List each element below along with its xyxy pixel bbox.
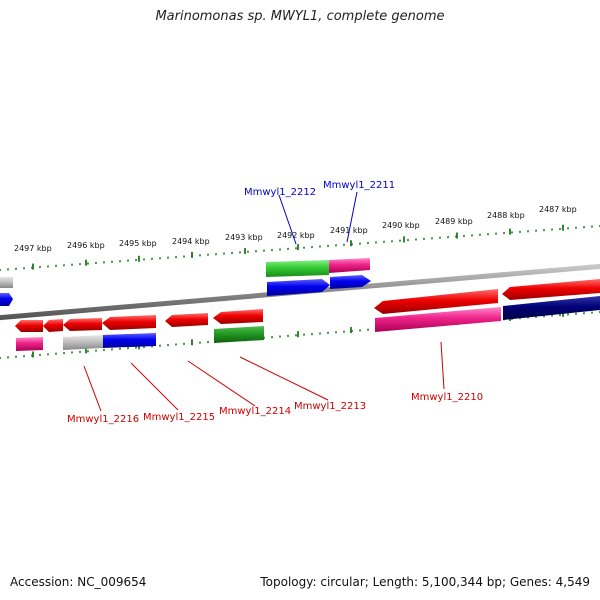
tick-label: 2494 kbp xyxy=(172,237,210,246)
gene-feature[interactable] xyxy=(329,258,370,273)
tick-label: 2489 kbp xyxy=(435,217,473,226)
gene-label[interactable]: Mmwyl1_2211 xyxy=(323,180,395,191)
gene-feature[interactable] xyxy=(0,277,13,288)
gene-feature[interactable] xyxy=(103,333,156,348)
tick-label: 2487 kbp xyxy=(539,205,577,214)
gene-feature[interactable] xyxy=(102,315,156,330)
gene-label[interactable]: Mmwyl1_2212 xyxy=(244,187,316,198)
tick-label: 2497 kbp xyxy=(14,244,52,253)
gene-feature[interactable] xyxy=(503,296,600,320)
gene-feature[interactable] xyxy=(63,318,102,331)
gene-feature[interactable] xyxy=(213,309,263,324)
tick-label: 2490 kbp xyxy=(382,221,420,230)
forward-genes xyxy=(0,258,371,306)
gene-label[interactable]: Mmwyl1_2216 xyxy=(67,414,139,425)
gene-label[interactable]: Mmwyl1_2214 xyxy=(219,406,291,417)
gene-feature[interactable] xyxy=(15,320,43,332)
tick-label: 2492 kbp xyxy=(277,231,315,240)
tick-label: 2496 kbp xyxy=(67,241,105,250)
gene-feature[interactable] xyxy=(374,289,498,314)
genome-summary: Topology: circular; Length: 5,100,344 bp… xyxy=(260,575,590,589)
gene-feature[interactable] xyxy=(63,335,103,350)
tick-label: 2493 kbp xyxy=(225,233,263,242)
tick-label: 2495 kbp xyxy=(119,239,157,248)
gene-label[interactable]: Mmwyl1_2215 xyxy=(143,412,215,423)
gene-feature[interactable] xyxy=(16,337,43,351)
label-leaders xyxy=(83,191,445,412)
ruler-outer xyxy=(0,224,600,271)
gene-label[interactable]: Mmwyl1_2210 xyxy=(411,392,483,403)
gene-feature[interactable] xyxy=(267,279,330,296)
gene-feature[interactable] xyxy=(43,319,63,332)
gene-feature[interactable] xyxy=(502,279,600,300)
gene-feature[interactable] xyxy=(214,326,264,343)
accession-label: Accession: NC_009654 xyxy=(10,575,147,589)
gene-label[interactable]: Mmwyl1_2213 xyxy=(294,401,366,412)
map-title: Marinomonas sp. MWYL1, complete genome xyxy=(155,9,445,24)
gene-feature[interactable] xyxy=(0,293,13,306)
gene-label-layer: Mmwyl1_2212 Mmwyl1_2211 Mmwyl1_2216 Mmwy… xyxy=(67,180,483,425)
gene-feature[interactable] xyxy=(375,307,501,332)
gene-feature[interactable] xyxy=(330,275,371,289)
gene-feature[interactable] xyxy=(266,260,329,277)
tick-label: 2488 kbp xyxy=(487,211,525,220)
gene-feature[interactable] xyxy=(165,313,208,327)
reverse-genes xyxy=(15,279,600,351)
